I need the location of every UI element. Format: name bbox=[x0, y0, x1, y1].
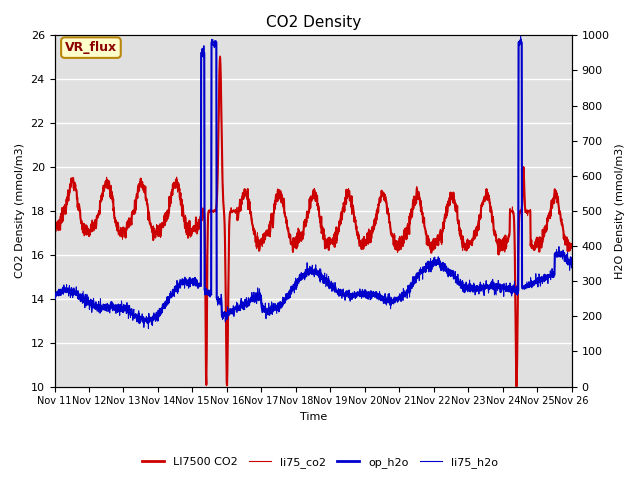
li75_co2 bbox=[216, 53, 224, 59]
li75_co2 bbox=[271, 202, 278, 207]
X-axis label: Time: Time bbox=[300, 412, 327, 422]
op_h2o bbox=[291, 282, 298, 288]
op_h2o bbox=[112, 302, 120, 308]
li75_h2o bbox=[346, 287, 353, 293]
LI7500 CO2 bbox=[291, 239, 298, 244]
li75_h2o bbox=[568, 258, 575, 264]
Text: VR_flux: VR_flux bbox=[65, 41, 117, 54]
li75_h2o bbox=[291, 290, 298, 296]
Line: LI7500 CO2: LI7500 CO2 bbox=[54, 58, 572, 386]
li75_h2o bbox=[145, 326, 152, 332]
li75_co2 bbox=[568, 243, 575, 249]
li75_co2 bbox=[281, 210, 289, 216]
LI7500 CO2 bbox=[568, 245, 575, 251]
op_h2o bbox=[271, 307, 278, 312]
li75_co2 bbox=[513, 384, 520, 390]
li75_co2 bbox=[112, 218, 120, 224]
LI7500 CO2 bbox=[91, 220, 99, 226]
Line: li75_co2: li75_co2 bbox=[54, 56, 572, 387]
Y-axis label: CO2 Density (mmol/m3): CO2 Density (mmol/m3) bbox=[15, 144, 25, 278]
li75_h2o bbox=[281, 296, 289, 302]
li75_h2o bbox=[91, 305, 99, 311]
li75_co2 bbox=[291, 239, 298, 244]
op_h2o bbox=[51, 295, 58, 300]
LI7500 CO2 bbox=[216, 55, 224, 60]
li75_co2 bbox=[346, 190, 353, 196]
op_h2o bbox=[140, 321, 148, 326]
LI7500 CO2 bbox=[112, 220, 120, 226]
op_h2o bbox=[282, 298, 289, 303]
Legend: LI7500 CO2, li75_co2, op_h2o, li75_h2o: LI7500 CO2, li75_co2, op_h2o, li75_h2o bbox=[138, 452, 502, 472]
li75_h2o bbox=[51, 295, 58, 301]
li75_h2o bbox=[517, 34, 525, 39]
Y-axis label: H2O Density (mmol/m3): H2O Density (mmol/m3) bbox=[615, 143, 625, 279]
LI7500 CO2 bbox=[346, 188, 353, 194]
li75_h2o bbox=[271, 308, 278, 313]
LI7500 CO2 bbox=[271, 201, 278, 207]
li75_co2 bbox=[91, 222, 99, 228]
LI7500 CO2 bbox=[51, 228, 58, 234]
Title: CO2 Density: CO2 Density bbox=[266, 15, 361, 30]
li75_co2 bbox=[51, 228, 58, 234]
LI7500 CO2 bbox=[281, 213, 289, 219]
li75_h2o bbox=[112, 306, 120, 312]
op_h2o bbox=[568, 259, 575, 264]
op_h2o bbox=[207, 39, 215, 45]
LI7500 CO2 bbox=[513, 384, 520, 389]
Line: op_h2o: op_h2o bbox=[54, 42, 572, 324]
Line: li75_h2o: li75_h2o bbox=[54, 36, 572, 329]
op_h2o bbox=[91, 305, 99, 311]
op_h2o bbox=[346, 294, 353, 300]
